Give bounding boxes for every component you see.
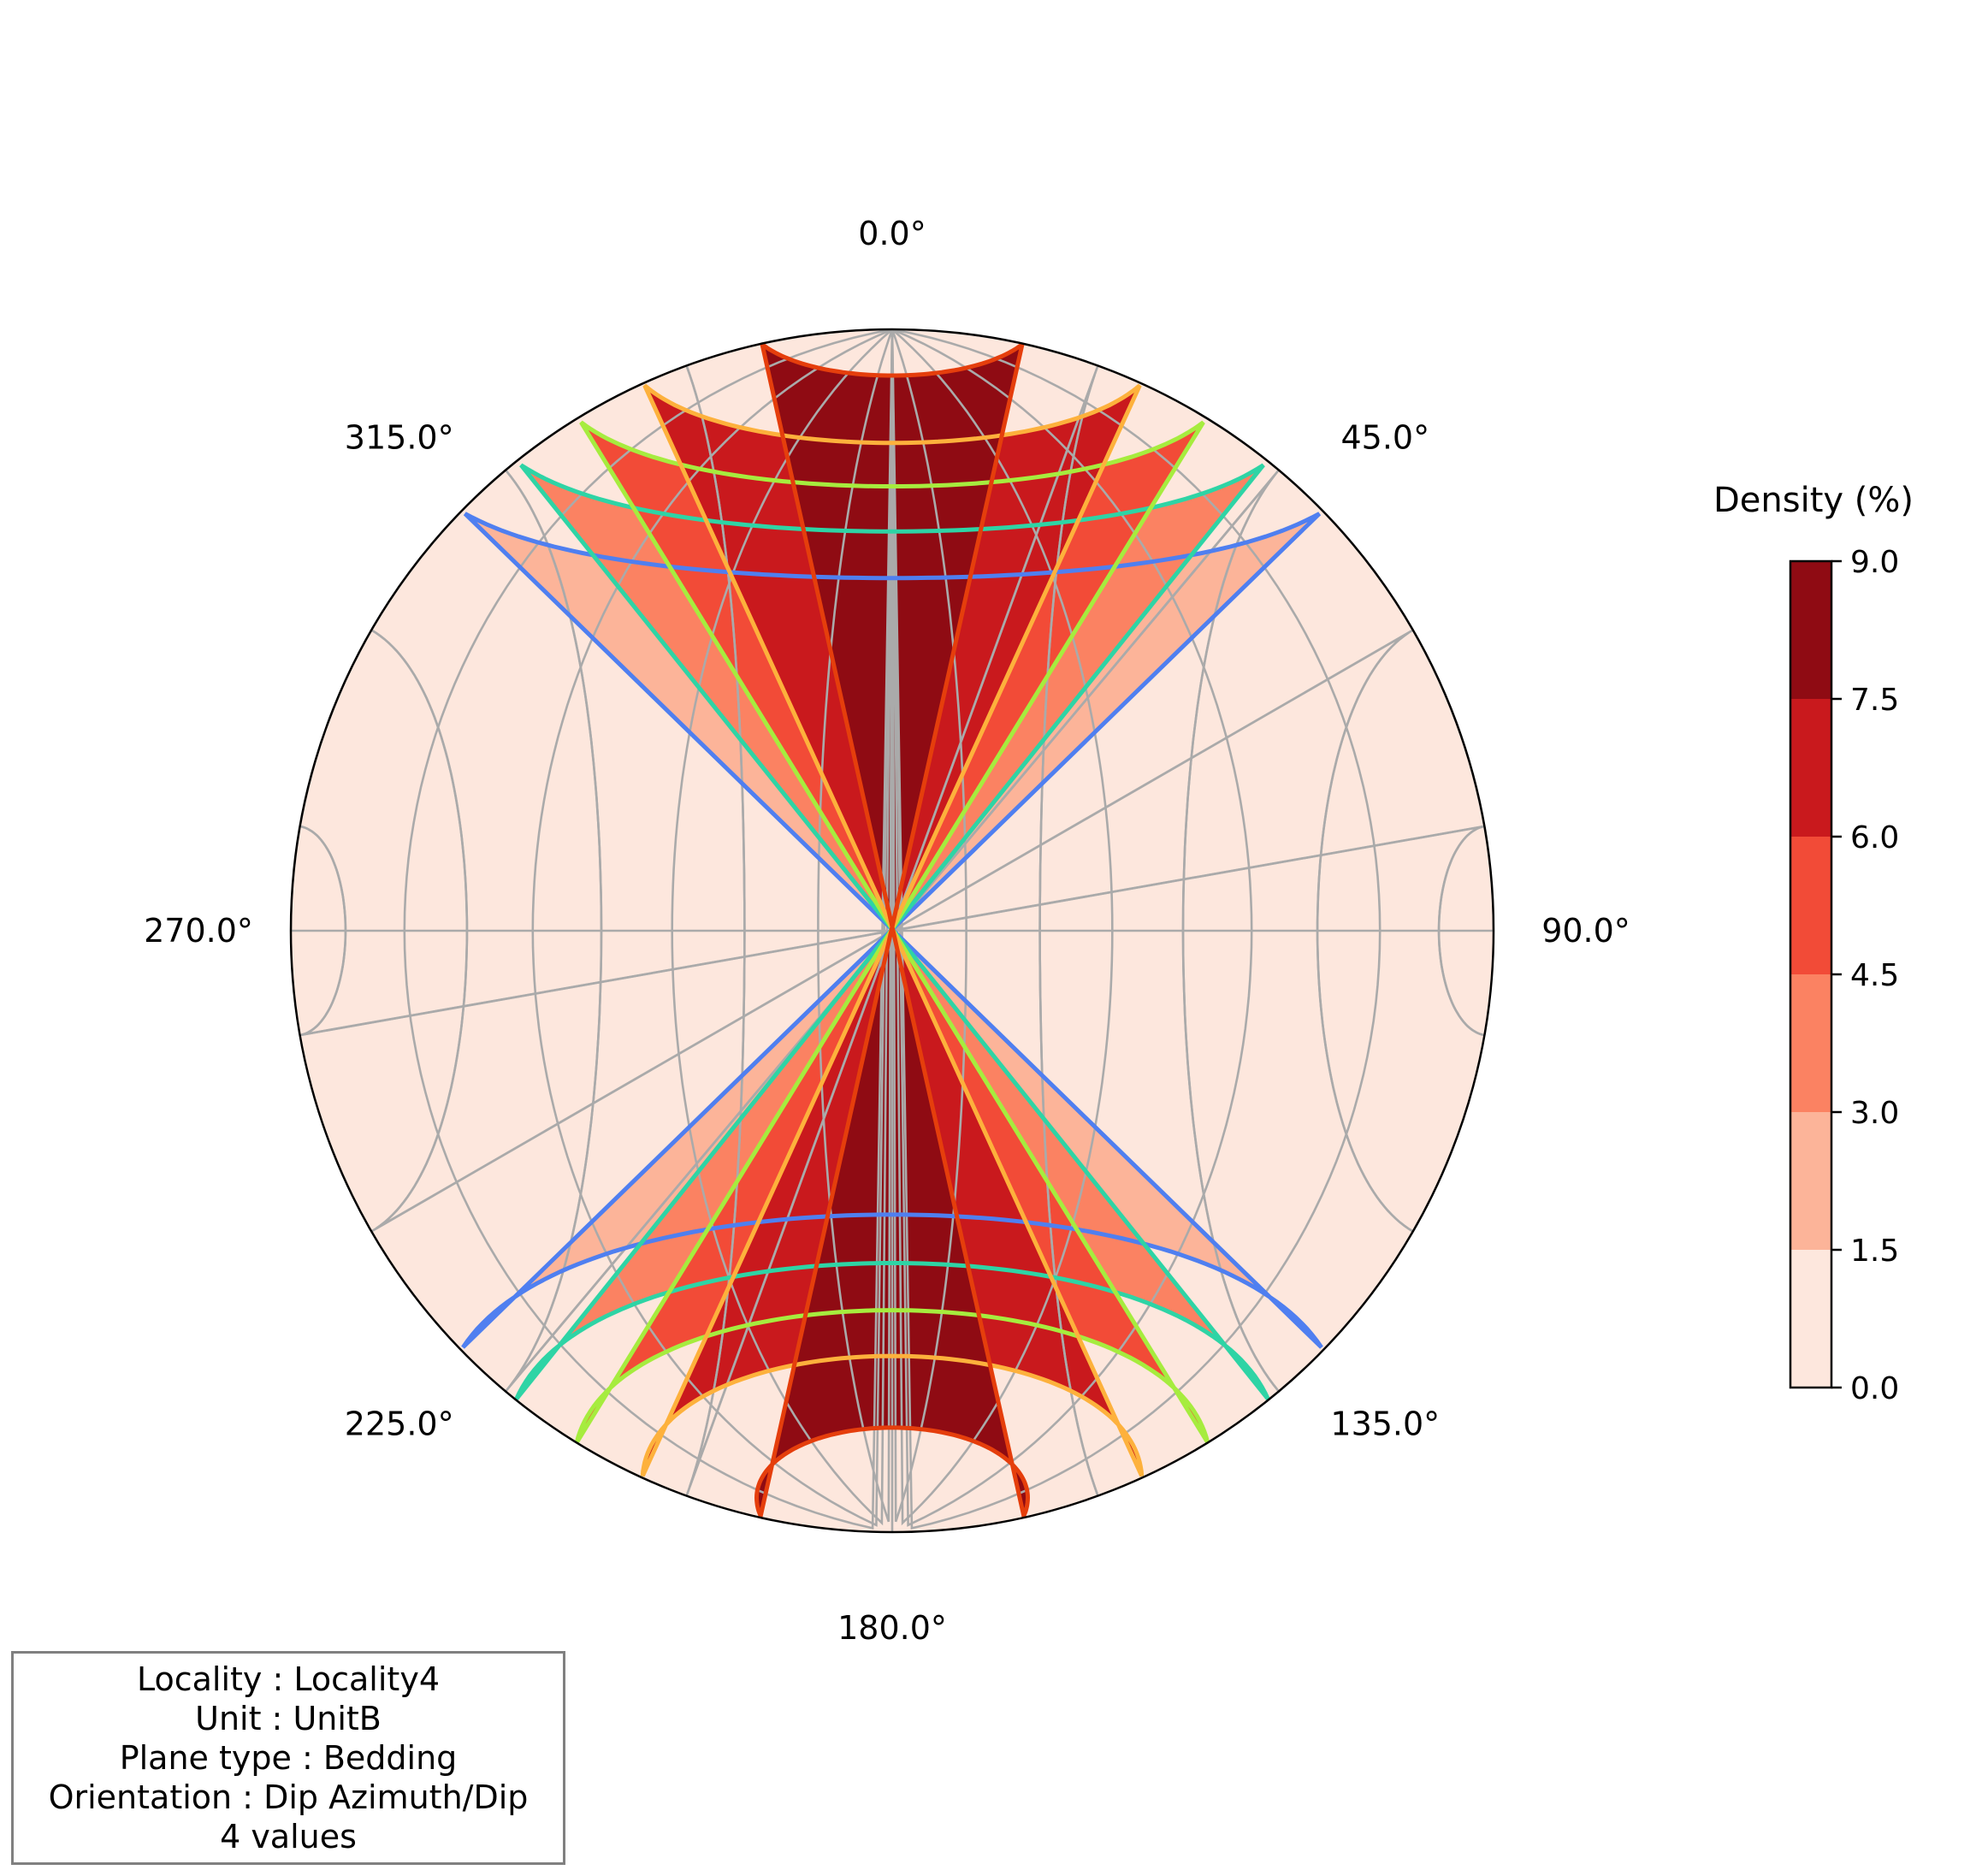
contour-line-7.5: [754, 339, 1031, 1524]
info-box: Locality : Locality4 Unit : UnitB Plane …: [11, 1651, 565, 1865]
colorbar-band: [1790, 974, 1831, 1112]
contour-line-4.5: [574, 420, 1210, 1444]
colorbar-tick-label: 0.0: [1850, 1371, 1899, 1406]
colorbar: Density (%) 0.0 1.5 3.0 4.5 6.0 7.5 9.0: [1713, 481, 1914, 1406]
info-unit: Unit : UnitB: [195, 1700, 382, 1737]
colorbar-tick-label: 4.5: [1850, 958, 1899, 993]
azimuth-label: 315.0°: [345, 419, 454, 457]
grid-great-circle: [890, 329, 967, 1523]
info-locality: Locality : Locality4: [136, 1660, 440, 1698]
azimuth-label: 135.0°: [1330, 1405, 1440, 1442]
grid-great-circle: [890, 329, 1253, 1527]
colorbar-tick-label: 7.5: [1850, 683, 1899, 718]
colorbar-band: [1790, 561, 1831, 699]
colorbar-tick-label: 1.5: [1850, 1234, 1899, 1269]
info-plane-type: Plane type : Bedding: [119, 1739, 458, 1777]
grid-great-circle: [817, 329, 894, 1523]
azimuth-label: 90.0°: [1541, 912, 1630, 950]
contour-line-6: [640, 383, 1145, 1477]
azimuth-label: 270.0°: [144, 912, 253, 950]
colorbar-band: [1790, 1112, 1831, 1250]
stereonet-outline: [289, 328, 1495, 1534]
grid-great-circle: [403, 329, 894, 1530]
info-orientation: Orientation : Dip Azimuth/Dip: [48, 1778, 529, 1816]
azimuth-label: 0.0°: [858, 215, 926, 252]
azimuth-label: 45.0°: [1340, 419, 1429, 457]
grid-great-circle: [671, 329, 894, 1526]
density-contours: [461, 339, 1323, 1524]
grid-great-circle: [890, 329, 1114, 1526]
azimuth-label: 180.0°: [837, 1609, 947, 1647]
azimuth-label: 225.0°: [345, 1405, 454, 1442]
colorbar-tick-label: 6.0: [1850, 820, 1899, 855]
info-count: 4 values: [220, 1818, 357, 1855]
azimuth-labels: 0.0° 45.0° 90.0° 135.0° 180.0° 225.0° 270.0° 31…: [144, 215, 1630, 1647]
contour-line-3: [514, 463, 1270, 1401]
grid-great-circle: [531, 329, 894, 1527]
colorbar-tick-label: 9.0: [1850, 545, 1899, 580]
colorbar-band: [1790, 837, 1831, 974]
colorbar-title: Density (%): [1713, 481, 1914, 520]
grid-great-circle: [890, 329, 1381, 1530]
colorbar-tick-label: 3.0: [1850, 1096, 1899, 1131]
contour-line-1.5: [461, 512, 1323, 1349]
colorbar-band: [1790, 699, 1831, 837]
colorbar-band: [1790, 1250, 1831, 1388]
